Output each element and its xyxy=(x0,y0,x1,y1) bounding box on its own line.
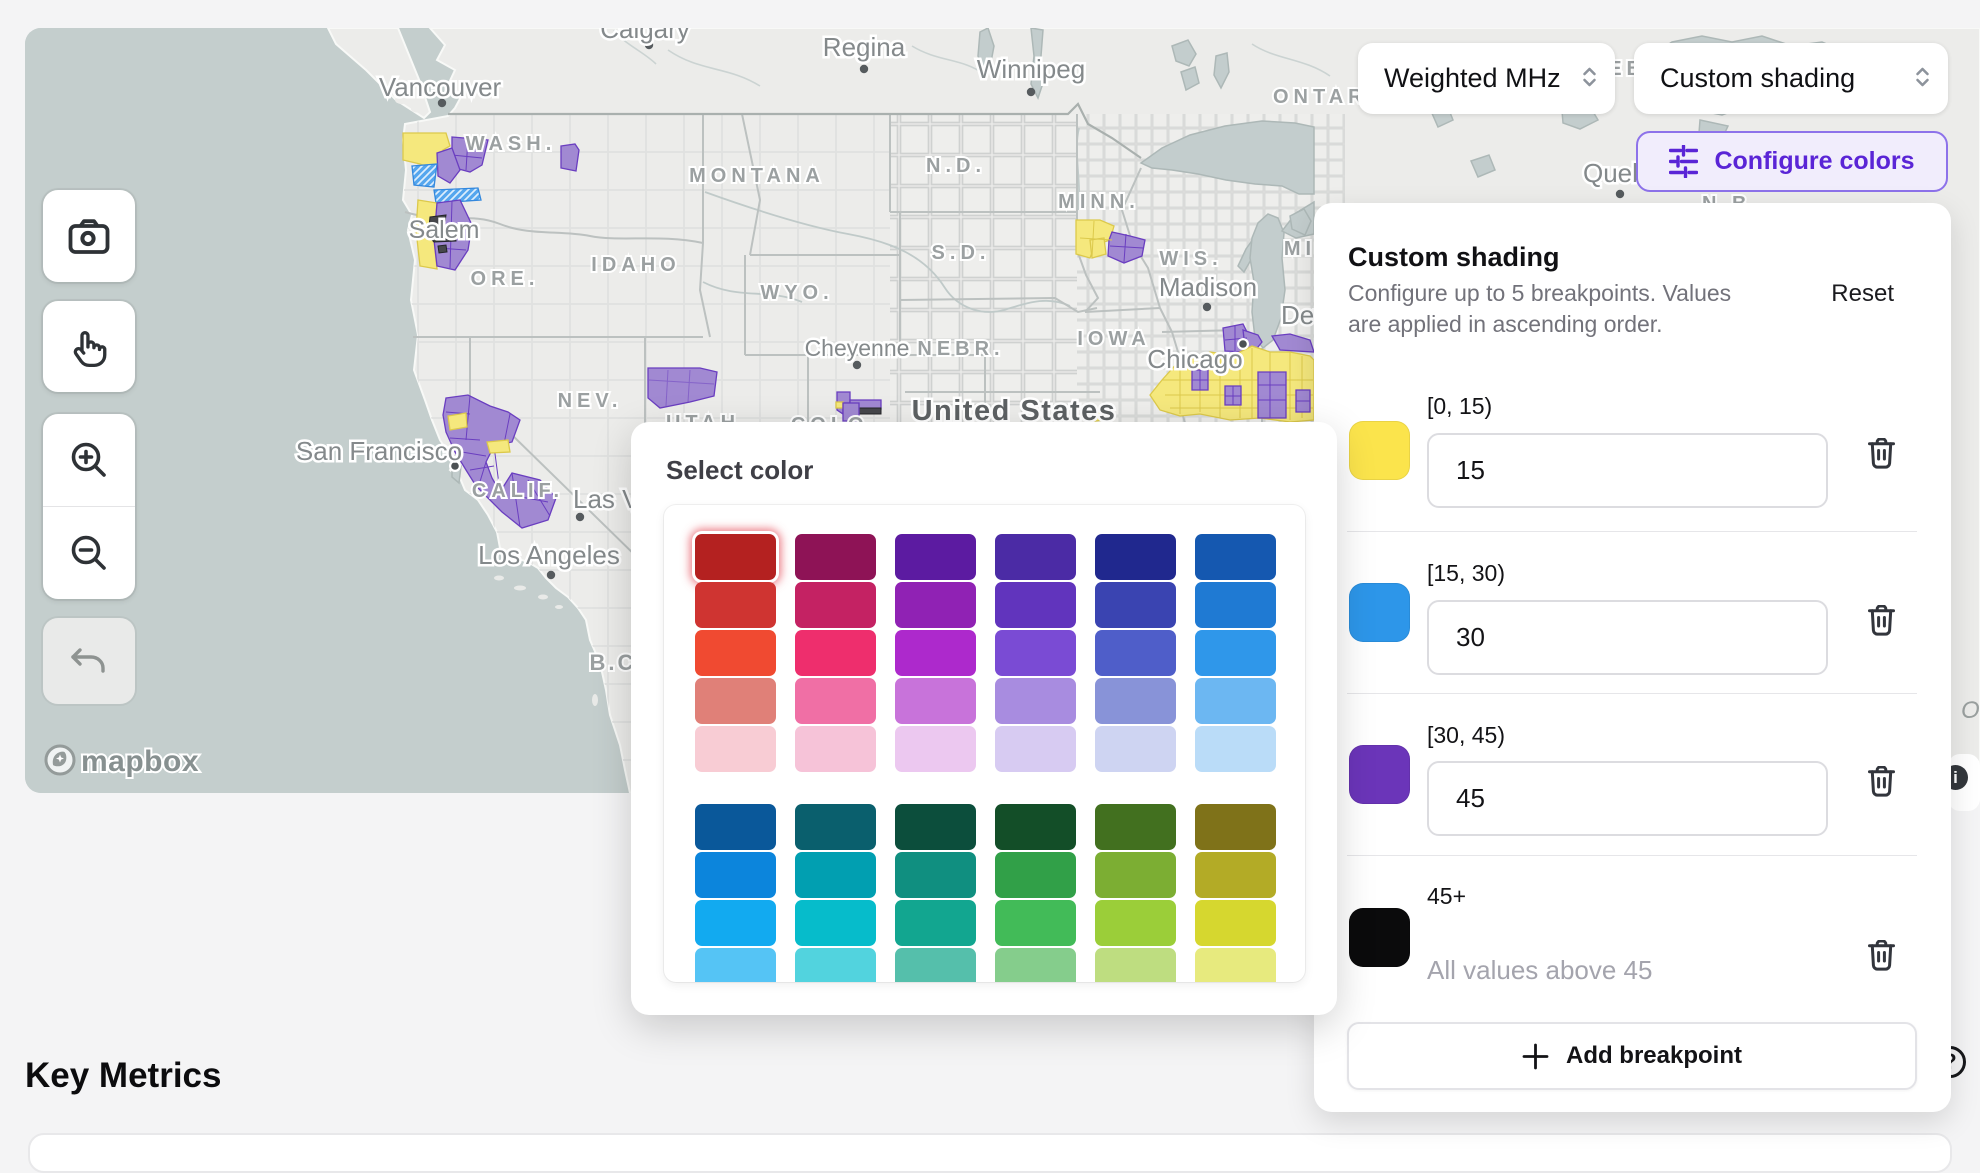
svg-text:mapbox: mapbox xyxy=(81,745,199,778)
svg-text:San Francisco: San Francisco xyxy=(296,436,462,466)
svg-text:Salem: Salem xyxy=(409,216,480,244)
svg-text:MONTANA: MONTANA xyxy=(689,165,825,187)
svg-text:B.C: B.C xyxy=(590,650,637,675)
svg-text:WASH.: WASH. xyxy=(466,133,557,155)
svg-text:Cheyenne: Cheyenne xyxy=(805,335,910,361)
svg-text:Winnipeg: Winnipeg xyxy=(977,54,1085,84)
svg-text:N.D.: N.D. xyxy=(926,155,986,177)
svg-text:Los Angeles: Los Angeles xyxy=(478,540,620,570)
svg-text:WIS.: WIS. xyxy=(1159,248,1222,270)
svg-text:IDAHO: IDAHO xyxy=(591,254,680,276)
svg-text:MINN.: MINN. xyxy=(1058,191,1140,213)
svg-text:Vancouver: Vancouver xyxy=(379,72,502,102)
svg-text:NEV.: NEV. xyxy=(558,390,623,412)
svg-text:Regina: Regina xyxy=(823,32,906,62)
svg-text:ORE.: ORE. xyxy=(471,268,540,290)
svg-text:Chicago: Chicago xyxy=(1147,344,1242,374)
svg-text:WYO.: WYO. xyxy=(760,282,833,304)
svg-text:Calgary: Calgary xyxy=(600,28,690,44)
svg-text:IOWA: IOWA xyxy=(1077,328,1150,350)
svg-text:MI: MI xyxy=(1284,238,1316,260)
svg-text:Madison: Madison xyxy=(1159,272,1257,302)
svg-text:S.D.: S.D. xyxy=(932,242,991,264)
svg-text:CALIF.: CALIF. xyxy=(472,480,564,502)
svg-text:NEBR.: NEBR. xyxy=(917,338,1004,360)
svg-text:O: O xyxy=(1961,697,1980,724)
